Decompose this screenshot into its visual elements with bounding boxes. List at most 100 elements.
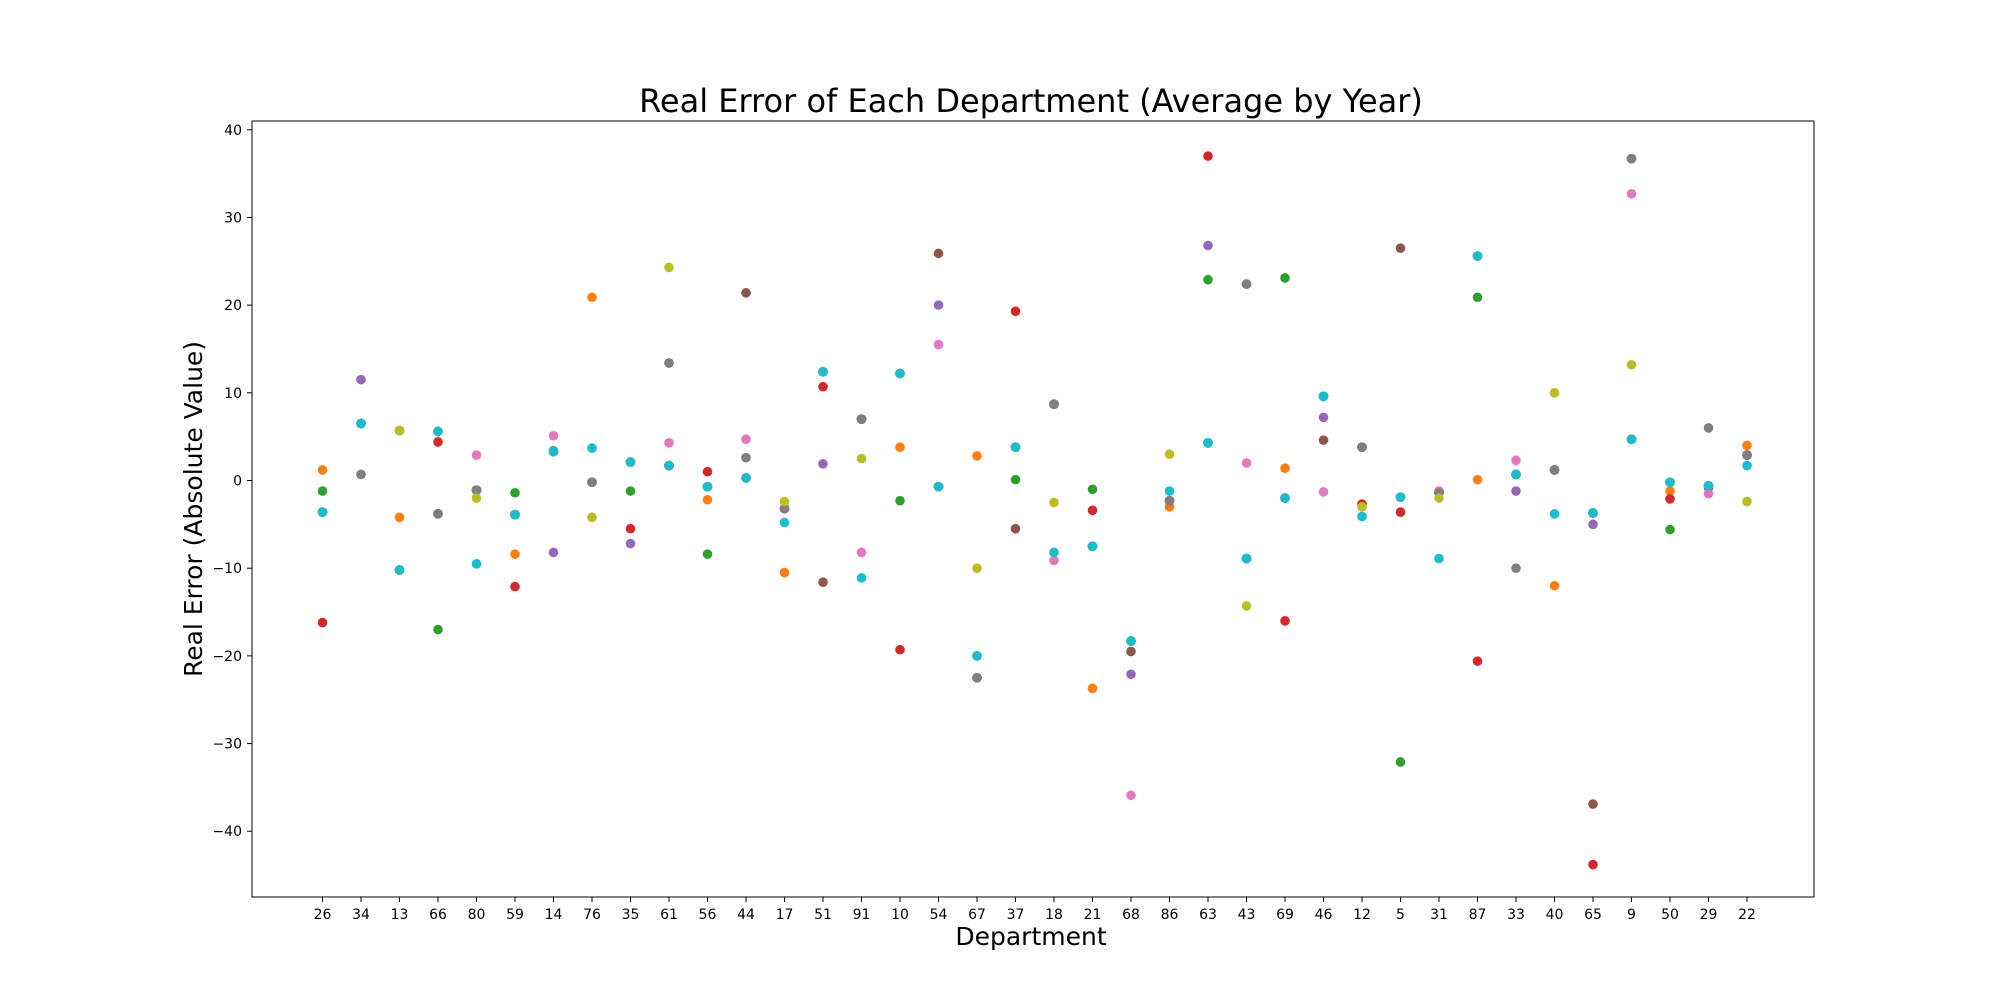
data-point <box>1665 524 1675 535</box>
x-tick-label: 9 <box>1627 907 1636 923</box>
data-point <box>895 442 905 452</box>
data-point <box>587 477 597 488</box>
data-point <box>1588 799 1598 809</box>
x-tick-label: 35 <box>622 907 640 923</box>
data-point <box>933 339 944 350</box>
x-tick-label: 51 <box>814 907 832 923</box>
data-point <box>625 486 636 496</box>
data-point <box>1049 555 1059 566</box>
x-tick-label: 65 <box>1584 907 1602 923</box>
x-tick-label: 86 <box>1161 907 1179 923</box>
data-point <box>1549 509 1560 519</box>
data-point <box>1087 484 1098 495</box>
data-point <box>856 453 867 464</box>
data-point <box>548 547 559 558</box>
data-point <box>1049 547 1059 558</box>
data-point <box>1703 480 1714 491</box>
data-point <box>1588 859 1598 870</box>
data-point <box>1665 477 1675 488</box>
data-point <box>1434 553 1444 564</box>
x-tick-label: 26 <box>314 907 332 923</box>
data-point <box>1280 615 1290 626</box>
data-point <box>1010 523 1021 534</box>
data-point <box>972 651 982 661</box>
x-tick-label: 69 <box>1276 907 1294 923</box>
x-tick-label: 59 <box>506 907 524 923</box>
data-point <box>1395 757 1406 767</box>
data-point <box>779 503 790 514</box>
data-point <box>433 624 443 635</box>
data-point <box>779 496 790 507</box>
data-point <box>1626 188 1637 199</box>
x-tick-label: 37 <box>1007 907 1025 923</box>
data-point <box>1164 486 1175 496</box>
data-point <box>471 450 482 460</box>
data-point <box>1626 153 1637 164</box>
data-point <box>664 358 674 368</box>
data-point <box>625 457 636 467</box>
x-tick-label: 80 <box>468 907 486 923</box>
data-point <box>587 443 597 453</box>
data-point <box>1318 391 1329 402</box>
plot-frame <box>251 120 1815 898</box>
data-point <box>1395 243 1406 253</box>
data-point <box>356 469 366 480</box>
y-tick-label: 40 <box>224 123 242 139</box>
x-tick-label: 43 <box>1238 907 1256 923</box>
x-tick-label: 21 <box>1084 907 1102 923</box>
x-tick-label: 40 <box>1546 907 1564 923</box>
data-point <box>741 434 751 445</box>
data-point <box>895 644 905 655</box>
data-point <box>1434 493 1444 503</box>
data-point <box>1280 273 1290 283</box>
x-tick-label: 56 <box>699 907 717 923</box>
x-tick-label: 61 <box>660 907 678 923</box>
data-point <box>317 617 328 628</box>
data-point <box>548 446 559 457</box>
data-point <box>1241 553 1252 564</box>
data-point <box>394 512 405 523</box>
data-point <box>933 300 944 310</box>
data-point <box>1665 494 1675 504</box>
data-point <box>394 425 405 436</box>
x-axis: 26 34 13 66 80 59 14 76 35 61 56 44 17 51 91 10 54 67 37 18… <box>314 897 1756 923</box>
x-tick-label: 54 <box>930 907 948 923</box>
x-tick-label: 87 <box>1469 907 1487 923</box>
series-9 <box>317 251 1752 661</box>
series-5 <box>317 153 1752 809</box>
data-point <box>1241 279 1252 289</box>
data-point <box>972 672 982 683</box>
data-point <box>972 451 982 461</box>
data-point <box>1126 636 1136 646</box>
data-point <box>1588 519 1598 530</box>
data-point <box>356 418 366 429</box>
data-point <box>1742 496 1752 507</box>
series-6 <box>317 188 1752 801</box>
data-point <box>1549 465 1560 475</box>
data-point <box>1395 492 1406 502</box>
data-point <box>1280 493 1290 503</box>
data-point <box>1126 646 1136 657</box>
x-tick-label: 63 <box>1199 907 1217 923</box>
data-point <box>702 549 713 559</box>
data-point <box>1164 495 1175 506</box>
x-tick-label: 67 <box>968 907 986 923</box>
data-point <box>856 414 867 424</box>
data-point <box>1626 359 1637 370</box>
x-tick-label: 76 <box>583 907 601 923</box>
data-point <box>510 509 520 520</box>
data-point <box>1511 486 1521 496</box>
data-point <box>1318 435 1329 445</box>
y-tick-label: 0 <box>233 474 242 490</box>
data-point <box>664 437 674 448</box>
data-point <box>1357 502 1367 512</box>
data-point <box>510 487 520 498</box>
data-point <box>1511 563 1521 573</box>
x-tick-label: 13 <box>391 907 409 923</box>
data-point <box>1203 240 1213 251</box>
data-point <box>1241 458 1252 468</box>
x-tick-label: 5 <box>1396 907 1405 923</box>
data-point <box>895 368 905 379</box>
data-point <box>1742 450 1752 460</box>
data-point <box>1318 487 1329 497</box>
